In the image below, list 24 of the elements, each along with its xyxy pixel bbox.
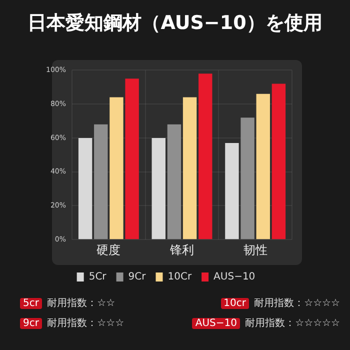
- bar: [78, 138, 92, 240]
- text: 10cr 耐用指数：☆☆☆☆: [222, 296, 340, 310]
- bar: [225, 143, 239, 240]
- legend-label: 9Cr: [128, 272, 147, 283]
- bar: [198, 74, 212, 240]
- text: 9cr 耐用指数：☆☆☆: [22, 316, 126, 330]
- bar: [94, 124, 108, 240]
- text: 5cr 耐用指数：☆☆: [22, 296, 116, 310]
- legend-label: 10Cr: [168, 272, 192, 283]
- chart-title: 日本愛知鋼材（AUS−10）を使用: [26, 11, 324, 36]
- bar: [240, 118, 254, 240]
- bar: [110, 97, 124, 240]
- bar: [152, 138, 166, 240]
- bar: [167, 124, 182, 240]
- x-tick-label: 锋利: [169, 242, 194, 257]
- x-tick-label: 韧性: [243, 242, 268, 257]
- legend-label: 5Cr: [88, 272, 108, 283]
- bar: [272, 84, 286, 240]
- legend-label: AUS−10: [214, 272, 256, 283]
- x-tick-label: 硬度: [96, 242, 121, 257]
- bar: [182, 97, 197, 240]
- bar: [256, 94, 270, 240]
- text: AUS−10 耐用指数：☆☆☆☆☆: [194, 316, 340, 330]
- bar: [125, 78, 139, 240]
